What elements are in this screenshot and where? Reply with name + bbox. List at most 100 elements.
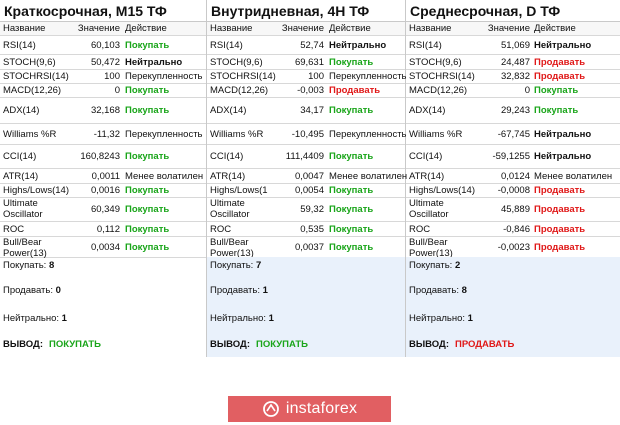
summary-buy: Покупать: 8 xyxy=(3,260,54,271)
indicator-value: 0,0011 xyxy=(91,171,120,182)
indicator-row: Williams %R -67,745 Нейтрально xyxy=(406,124,620,145)
summary-block: Покупать: 8 Продавать: 0 Нейтрально: 1 ВЫВО… xyxy=(0,257,206,357)
indicator-value: 100 xyxy=(104,71,120,82)
indicator-value: 0,0034 xyxy=(90,242,120,253)
indicator-action: Нейтрально xyxy=(534,40,592,51)
indicator-name: Highs/Lows(1 xyxy=(210,185,268,196)
indicator-value: -0,846 xyxy=(503,224,530,235)
indicator-value: 0,0124 xyxy=(500,171,530,182)
indicator-row: STOCH(9,6) 24,487 Продавать xyxy=(406,55,620,70)
indicator-row: ATR(14) 0,0011 Менее волатилен xyxy=(0,169,206,184)
indicator-value: 100 xyxy=(308,71,324,82)
indicator-value: -0,003 xyxy=(297,85,324,96)
summary-buy: Покупать: 2 xyxy=(409,260,460,271)
indicator-row: Highs/Lows(14) 0,0016 Покупать xyxy=(0,184,206,198)
indicator-row: ATR(14) 0,0124 Менее волатилен xyxy=(406,169,620,184)
indicator-name: Bull/Bear Power(13) xyxy=(3,237,47,258)
summary-count: 8 xyxy=(461,285,467,296)
verdict-value: ПРОДАВАТЬ xyxy=(454,339,515,350)
header-action: Действие xyxy=(125,23,167,34)
indicator-name: ROC xyxy=(409,224,431,235)
summary-count: 2 xyxy=(454,260,461,271)
indicator-row: ATR(14) 0,0047 Менее волатилен xyxy=(207,169,408,184)
indicator-action: Нейтрально xyxy=(534,151,592,162)
indicator-name: Williams %R xyxy=(409,129,463,140)
summary-label: Покупать: xyxy=(210,260,254,271)
indicator-value: 45,889 xyxy=(500,204,530,215)
indicator-value: 160,8243 xyxy=(80,151,120,162)
header-value: Значение xyxy=(77,23,120,34)
indicator-action: Нейтрально xyxy=(125,57,183,68)
summary-label: Продавать: xyxy=(409,285,459,296)
indicator-panels: Краткосрочная, M15 ТФ Название Значение Дей… xyxy=(0,0,620,357)
summary-label: Нейтрально: xyxy=(3,313,60,324)
indicator-name: STOCH(9,6) xyxy=(409,57,462,68)
indicator-row: ADX(14) 34,17 Покупать xyxy=(207,98,405,124)
instaforex-logo[interactable]: instaforex xyxy=(228,396,391,422)
indicator-row: STOCH(9,6) 69,631 Покупать xyxy=(207,55,405,70)
timeframe-panel: Краткосрочная, M15 ТФ Название Значение Дей… xyxy=(0,0,207,357)
indicator-name: Highs/Lows(14) xyxy=(3,185,69,196)
indicator-row: STOCHRSI(14) 32,832 Продавать xyxy=(406,70,620,84)
header-value: Значение xyxy=(487,23,530,34)
indicator-name: STOCH(9,6) xyxy=(210,57,263,68)
indicator-name: ATR(14) xyxy=(409,171,445,182)
indicator-value: -10,495 xyxy=(291,129,324,140)
indicator-name: CCI(14) xyxy=(210,151,244,162)
indicator-action: Покупать xyxy=(125,151,170,162)
indicator-action: Покупать xyxy=(329,242,374,253)
indicator-row: ROC 0,535 Покупать xyxy=(207,222,405,237)
summary-neutral: Нейтрально: 1 xyxy=(409,313,473,324)
indicator-value: 29,243 xyxy=(500,105,530,116)
summary-sell: Продавать: 0 xyxy=(3,285,61,296)
indicator-row: STOCHRSI(14) 100 Перекупленность xyxy=(0,70,206,84)
summary-label: Продавать: xyxy=(3,285,53,296)
indicator-action: Продавать xyxy=(534,185,586,196)
indicator-name: ADX(14) xyxy=(409,105,446,116)
header-value: Значение xyxy=(281,23,324,34)
indicator-name: ROC xyxy=(3,224,25,235)
indicator-value: 51,069 xyxy=(500,40,530,51)
indicator-row: RSI(14) 52,74 Нейтрально xyxy=(207,36,405,55)
indicator-action: Продавать xyxy=(534,242,586,253)
indicator-name: STOCHRSI(14) xyxy=(3,71,69,82)
indicator-value: 52,74 xyxy=(300,40,324,51)
header-name: Название xyxy=(409,23,452,34)
indicator-value: 24,487 xyxy=(500,57,530,68)
summary-label: Покупать: xyxy=(409,260,453,271)
indicator-action: Покупать xyxy=(125,185,170,196)
summary-count: 1 xyxy=(262,285,268,296)
summary-label: Продавать: xyxy=(210,285,260,296)
indicator-value: -0,0008 xyxy=(497,185,530,196)
indicator-action: Нейтрально xyxy=(329,40,387,51)
verdict-label: ВЫВОД: xyxy=(210,339,250,350)
indicator-value: 50,472 xyxy=(90,57,120,68)
indicator-action: Менее волатилен xyxy=(329,171,408,182)
verdict-value: ПОКУПАТЬ xyxy=(48,339,101,350)
indicator-action: Перекупленность xyxy=(329,71,407,82)
summary-count: 7 xyxy=(255,260,262,271)
timeframe-panel: Среднесрочная, D ТФ Название Значение Дейст… xyxy=(406,0,620,357)
indicator-action: Перекупленность xyxy=(329,129,407,140)
summary-count: 1 xyxy=(268,313,274,324)
indicator-row: Ultimate Oscillator 59,32 Покупать xyxy=(207,198,405,222)
indicator-value: 60,103 xyxy=(90,40,120,51)
indicator-row: STOCHRSI(14) 100 Перекупленность xyxy=(207,70,407,84)
indicator-name: STOCH(9,6) xyxy=(3,57,56,68)
indicator-name: Bull/Bear Power(13) xyxy=(210,237,254,258)
indicator-value: 59,32 xyxy=(300,204,324,215)
header-name: Название xyxy=(3,23,46,34)
indicator-value: 69,631 xyxy=(294,57,324,68)
indicator-row: Ultimate Oscillator 45,889 Продавать xyxy=(406,198,620,222)
indicator-name: CCI(14) xyxy=(409,151,443,162)
summary-count: 1 xyxy=(467,313,473,324)
indicator-value: 0,0054 xyxy=(294,185,324,196)
indicator-row: Ultimate Oscillator 60,349 Покупать xyxy=(0,198,206,222)
indicator-action: Покупать xyxy=(329,224,374,235)
indicator-value: 0 xyxy=(524,85,530,96)
indicator-value: 32,168 xyxy=(90,105,120,116)
table-header-row: Название Значение Действие xyxy=(0,22,206,36)
indicator-name: Williams %R xyxy=(210,129,264,140)
summary-block: Покупать: 7 Продавать: 1 Нейтрально: 1 ВЫВО… xyxy=(207,257,405,357)
indicator-value: 111,4409 xyxy=(285,151,324,162)
